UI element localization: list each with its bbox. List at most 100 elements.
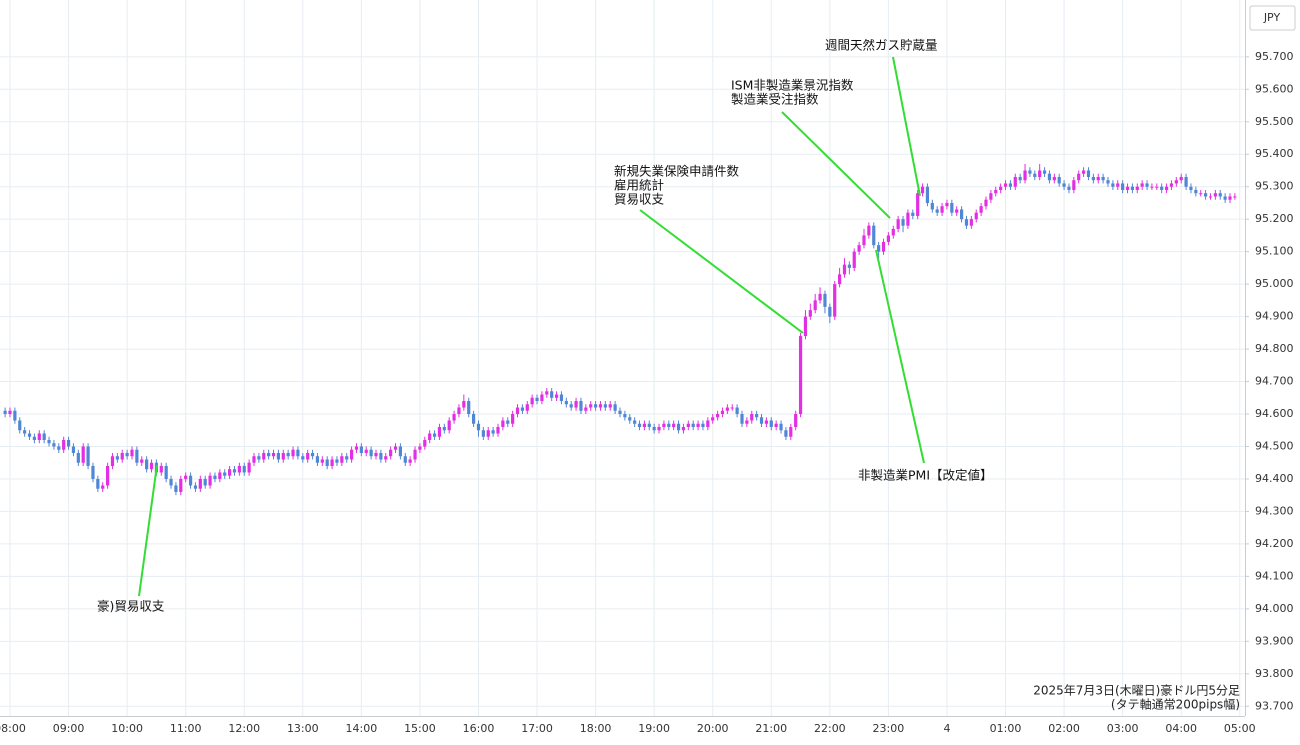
- candle-body: [1174, 180, 1178, 184]
- candle-body: [428, 433, 432, 440]
- annotation-text: 新規失業保険申請件数: [614, 164, 740, 179]
- candle-body: [628, 417, 632, 421]
- y-tick-label: 93.700: [1255, 699, 1294, 712]
- x-tick-label: 02:00: [1048, 722, 1080, 735]
- candle-body: [364, 449, 368, 453]
- y-tick-label: 94.900: [1255, 310, 1294, 323]
- x-tick-label: 17:00: [521, 722, 553, 735]
- candle-body: [96, 478, 100, 489]
- candle-body: [940, 206, 944, 213]
- x-tick-label: 22:00: [814, 722, 846, 735]
- candle-body: [564, 401, 568, 405]
- candle-body: [633, 420, 637, 424]
- candle-body: [247, 462, 251, 473]
- candle-body: [340, 456, 344, 463]
- candle-body: [794, 414, 798, 428]
- x-tick-label: 01:00: [990, 722, 1022, 735]
- candle-body: [71, 446, 76, 453]
- candle-body: [198, 478, 202, 489]
- candle-body: [886, 235, 890, 242]
- candle-body: [120, 452, 124, 460]
- candle-body: [1204, 193, 1208, 197]
- candle-body: [208, 475, 212, 486]
- candle-body: [379, 452, 383, 460]
- annotation-text: 週間天然ガス貯蔵量: [825, 38, 938, 53]
- candle-body: [1052, 176, 1056, 181]
- candle-body: [1145, 183, 1149, 187]
- candle-body: [149, 462, 154, 470]
- candle-body: [852, 251, 856, 268]
- candle-body: [603, 404, 607, 408]
- candle-body: [740, 414, 744, 424]
- candle-body: [218, 472, 222, 479]
- candle-body: [481, 430, 485, 437]
- candle-body: [1062, 183, 1066, 187]
- candle-body: [330, 459, 334, 466]
- candle-body: [345, 456, 349, 460]
- candle-body: [271, 452, 276, 457]
- candle-body: [520, 407, 524, 411]
- candle-body: [935, 209, 939, 213]
- candle-body: [76, 452, 80, 463]
- candle-body: [369, 449, 373, 457]
- candle-body: [1023, 170, 1027, 181]
- candle-body: [584, 407, 588, 411]
- candle-body: [110, 456, 115, 466]
- candle-body: [1189, 186, 1193, 190]
- candle-body: [559, 394, 564, 402]
- candle-body: [925, 186, 930, 203]
- candle-body: [554, 394, 559, 398]
- candle-body: [1150, 186, 1154, 188]
- y-tick-label: 94.600: [1255, 407, 1294, 420]
- candle-body: [257, 456, 261, 460]
- candle-body: [62, 439, 66, 450]
- candle-body: [613, 404, 617, 411]
- currency-box[interactable]: [1249, 5, 1296, 31]
- y-tick-label: 95.600: [1255, 82, 1294, 95]
- candle-body: [1013, 176, 1017, 187]
- candle-body: [828, 306, 832, 317]
- y-tick-label: 94.300: [1255, 504, 1294, 517]
- candle-body: [857, 245, 861, 252]
- candle-body: [530, 397, 534, 405]
- x-tick-label: 21:00: [755, 722, 787, 735]
- candle-body: [1184, 176, 1188, 187]
- x-tick-label: 16:00: [463, 722, 495, 735]
- candle-body: [589, 404, 593, 408]
- candle-body: [106, 465, 110, 486]
- candle-body: [745, 420, 749, 424]
- candle-body: [1179, 176, 1183, 181]
- y-tick-label: 95.700: [1255, 50, 1294, 63]
- annotation-leader: [781, 111, 891, 219]
- x-tick-label: 10:00: [111, 722, 143, 735]
- candle-body: [764, 420, 768, 424]
- candle-body: [569, 404, 573, 408]
- candle-body: [798, 336, 803, 415]
- candle-body: [818, 293, 822, 301]
- candle-body: [1116, 183, 1120, 187]
- candle-body: [491, 430, 495, 434]
- candle-body: [579, 401, 583, 411]
- candle-body: [145, 459, 149, 470]
- candle-body: [667, 423, 671, 428]
- candle-body: [301, 456, 305, 460]
- candle-body: [37, 433, 41, 440]
- candle-body: [1018, 176, 1022, 181]
- candle-body: [1223, 196, 1227, 200]
- y-tick-label: 95.300: [1255, 180, 1294, 193]
- candle-body: [81, 446, 85, 463]
- candle-body: [735, 407, 739, 415]
- candle-body: [945, 202, 949, 207]
- candles: [3, 163, 1237, 496]
- x-tick-label: 18:00: [580, 722, 612, 735]
- candle-body: [550, 391, 554, 398]
- candle-body: [1033, 173, 1037, 177]
- candle-body: [774, 423, 778, 428]
- candle-body: [130, 449, 134, 457]
- candle-body: [672, 423, 676, 428]
- y-tick-label: 93.800: [1255, 667, 1294, 680]
- candle-body: [101, 485, 105, 489]
- x-tick-label: 15:00: [404, 722, 436, 735]
- candle-body: [984, 199, 988, 207]
- annotation-leader: [892, 56, 921, 197]
